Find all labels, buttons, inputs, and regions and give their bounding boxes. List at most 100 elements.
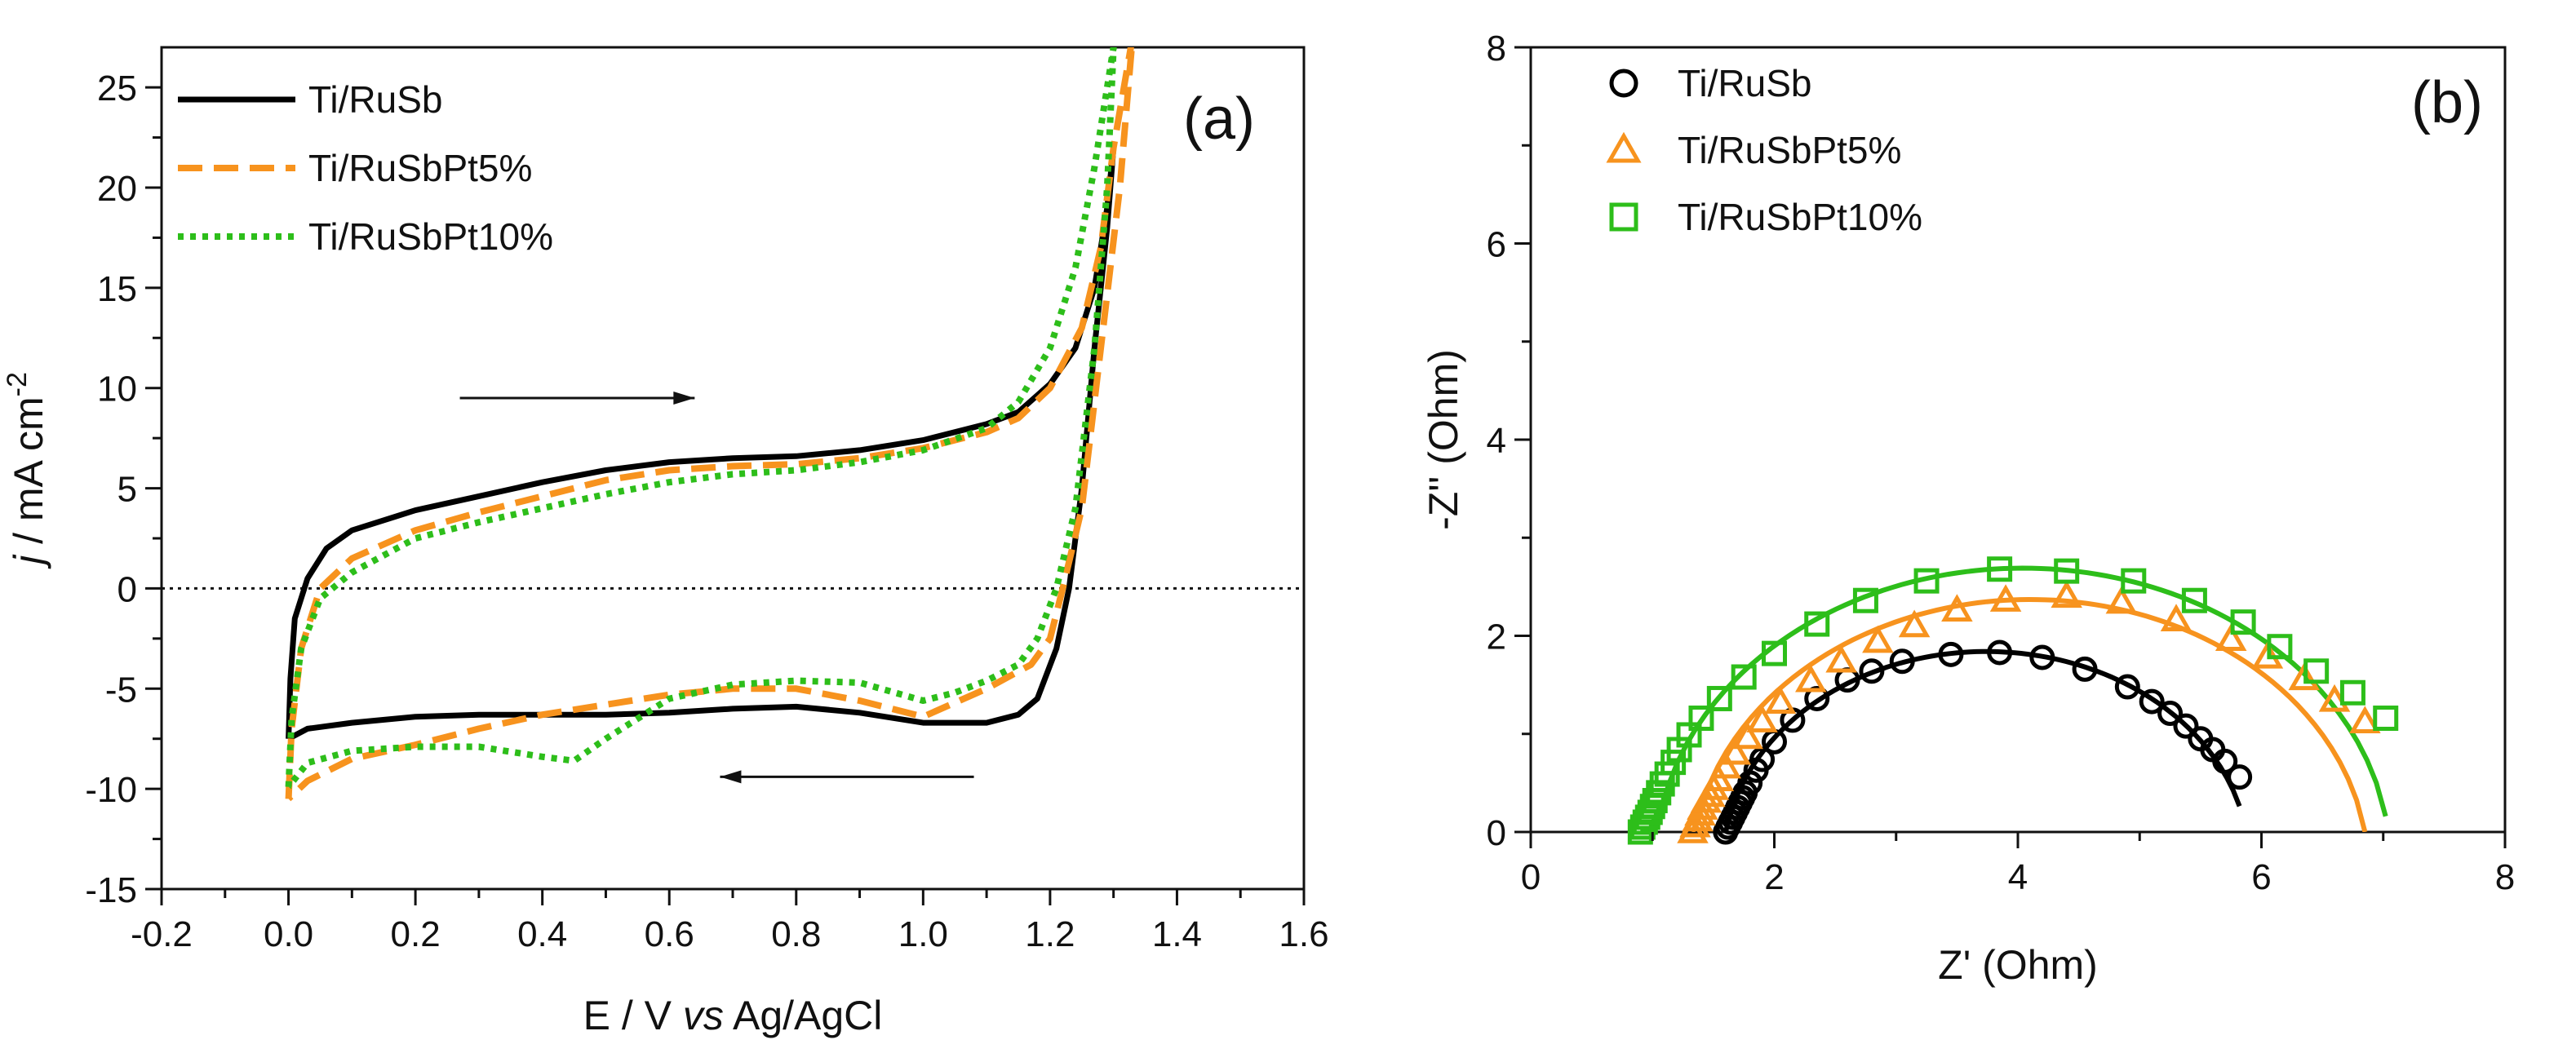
eis-legend-label: Ti/RuSbPt5% bbox=[1678, 129, 1901, 171]
cv-x-tick-label: 1.0 bbox=[898, 914, 948, 954]
cv-x-tick-label: 0.8 bbox=[771, 914, 821, 954]
eis-x-tick-label: 2 bbox=[1764, 857, 1784, 897]
cv-y-tick-label: 15 bbox=[97, 269, 137, 309]
eis-data-point bbox=[2230, 609, 2256, 635]
eis-data-point bbox=[1706, 685, 1732, 711]
eis-data-point bbox=[1913, 568, 1940, 594]
eis-x-tick-label: 0 bbox=[1521, 857, 1541, 897]
eis-data-point bbox=[1989, 584, 2022, 612]
eis-data-point bbox=[2181, 587, 2207, 613]
cv-legend-label: Ti/RuSbPt10% bbox=[308, 215, 553, 258]
cv-x-tick-label: 0.2 bbox=[391, 914, 441, 954]
eis-x-tick-label: 6 bbox=[2251, 857, 2271, 897]
eis-data-point bbox=[1719, 737, 1751, 765]
cv-x-tick-label: 1.4 bbox=[1152, 914, 1202, 954]
eis-x-ticks: 0 2 4 6 8 bbox=[1521, 832, 2515, 897]
cv-y-tick-label: -10 bbox=[85, 770, 137, 810]
eis-data-point bbox=[2212, 748, 2238, 774]
eis-series-group bbox=[1627, 556, 2399, 845]
cv-series-group bbox=[285, 47, 1135, 802]
scan-arrowhead-left bbox=[720, 770, 742, 784]
scan-arrows bbox=[459, 392, 974, 784]
eis-y-ticks: 0 2 4 6 8 bbox=[1487, 29, 1531, 853]
eis-data-point bbox=[1731, 721, 1763, 750]
eis-data-point bbox=[1825, 644, 1857, 673]
cv-y-tick-label: 5 bbox=[117, 470, 137, 510]
eis-data-point bbox=[1795, 664, 1827, 693]
eis-series-ti-rusbpt10- bbox=[1627, 556, 2399, 845]
eis-fit-ti-rusb bbox=[1723, 648, 2242, 832]
eis-data-point bbox=[2339, 679, 2365, 706]
eis-y-tick-label: 6 bbox=[1487, 225, 1506, 265]
eis-data-point bbox=[2051, 580, 2082, 608]
cv-legend: Ti/RuSb Ti/RuSbPt5% Ti/RuSbPt10% bbox=[178, 78, 553, 258]
eis-data-point bbox=[1764, 686, 1797, 714]
cv-legend-label: Ti/RuSbPt5% bbox=[308, 147, 532, 189]
eis-data-point bbox=[1709, 750, 1742, 779]
eis-legend-label: Ti/RuSb bbox=[1678, 62, 1811, 104]
eis-data-point bbox=[2215, 623, 2247, 652]
panel-a-label: (a) bbox=[1183, 86, 1255, 152]
cv-y-tick-label: 10 bbox=[97, 369, 137, 409]
cv-series-ti-rusbpt5- bbox=[285, 47, 1135, 802]
eis-data-point bbox=[1804, 611, 1830, 637]
eis-data-point bbox=[1762, 640, 1787, 666]
eis-data-point bbox=[2072, 656, 2098, 682]
cv-y-tick-label: 0 bbox=[117, 569, 137, 609]
eis-data-point bbox=[1889, 648, 1915, 675]
eis-y-tick-label: 2 bbox=[1487, 617, 1506, 657]
cv-y-tick-label: -5 bbox=[105, 670, 137, 710]
cv-x-tick-label: 1.6 bbox=[1279, 914, 1328, 954]
cv-y-axis-label: j / mA cm-2 bbox=[2, 372, 51, 569]
eis-series-ti-rusbpt5- bbox=[1677, 580, 2381, 843]
eis-data-point bbox=[1859, 658, 1885, 684]
cv-y-tick-label: 20 bbox=[97, 169, 137, 209]
eis-y-axis-label: -Z'' (Ohm) bbox=[1421, 349, 1466, 530]
eis-y-tick-label: 0 bbox=[1487, 813, 1506, 853]
cv-x-axis-label: E / V vs Ag/AgCl bbox=[583, 993, 883, 1038]
eis-y-tick-label: 4 bbox=[1487, 421, 1506, 461]
eis-legend-marker bbox=[1609, 202, 1638, 232]
eis-data-point bbox=[2029, 644, 2055, 670]
eis-data-point bbox=[1702, 763, 1735, 791]
eis-data-point bbox=[2160, 604, 2192, 631]
eis-data-point bbox=[2373, 706, 2399, 732]
eis-series-ti-rusb bbox=[1713, 639, 2253, 845]
eis-data-point bbox=[1688, 706, 1714, 732]
eis-data-point bbox=[1804, 685, 1830, 711]
eis-legend-marker bbox=[1606, 131, 1642, 163]
eis-data-point bbox=[1987, 556, 2013, 582]
cv-y-ticks: -15 -10 -5 0 5 10 15 20 25 bbox=[85, 69, 162, 910]
eis-x-axis-label: Z' (Ohm) bbox=[1938, 942, 2098, 988]
eis-data-point bbox=[1642, 788, 1668, 814]
eis-legend-label: Ti/RuSbPt10% bbox=[1678, 196, 1922, 238]
eis-data-point bbox=[1737, 770, 1763, 796]
eis-data-point bbox=[2349, 706, 2381, 734]
eis-y-tick-label: 8 bbox=[1487, 29, 1506, 69]
eis-data-point bbox=[1660, 750, 1687, 776]
eis-data-point bbox=[2173, 713, 2199, 739]
cv-x-tick-label: 0.4 bbox=[517, 914, 567, 954]
eis-data-point bbox=[1987, 639, 2013, 666]
eis-data-point bbox=[1746, 705, 1778, 732]
cv-legend-label: Ti/RuSb bbox=[308, 78, 442, 121]
eis-legend: Ti/RuSb Ti/RuSbPt5% Ti/RuSbPt10% bbox=[1606, 62, 1922, 238]
eis-data-point bbox=[2288, 662, 2320, 691]
eis-data-point bbox=[2121, 568, 2147, 594]
eis-data-point bbox=[2054, 558, 2080, 584]
eis-chart: 0 2 4 6 8 0 2 4 6 8 Z' (Ohm) -Z'' (Ohm) (b) Ti/R… bbox=[1421, 29, 2515, 988]
panel-b-label: (b) bbox=[2411, 70, 2483, 135]
eis-data-point bbox=[1938, 641, 1964, 667]
eis-x-tick-label: 8 bbox=[2495, 857, 2515, 897]
eis-data-point bbox=[2114, 674, 2140, 700]
eis-data-point bbox=[2227, 764, 2253, 790]
eis-data-point bbox=[1852, 587, 1878, 613]
cv-chart: -0.2 0.0 0.2 0.4 0.6 0.8 1.0 1.2 1.4 1.6 -15 -10 -5… bbox=[2, 46, 1329, 1038]
eis-data-point bbox=[2267, 634, 2293, 660]
scan-arrowhead-right bbox=[673, 392, 695, 405]
eis-data-point bbox=[1898, 609, 1931, 638]
eis-data-point bbox=[1731, 664, 1757, 690]
eis-data-point bbox=[1941, 594, 1973, 622]
eis-data-point bbox=[2139, 688, 2165, 715]
cv-y-tick-label: -15 bbox=[85, 870, 137, 910]
